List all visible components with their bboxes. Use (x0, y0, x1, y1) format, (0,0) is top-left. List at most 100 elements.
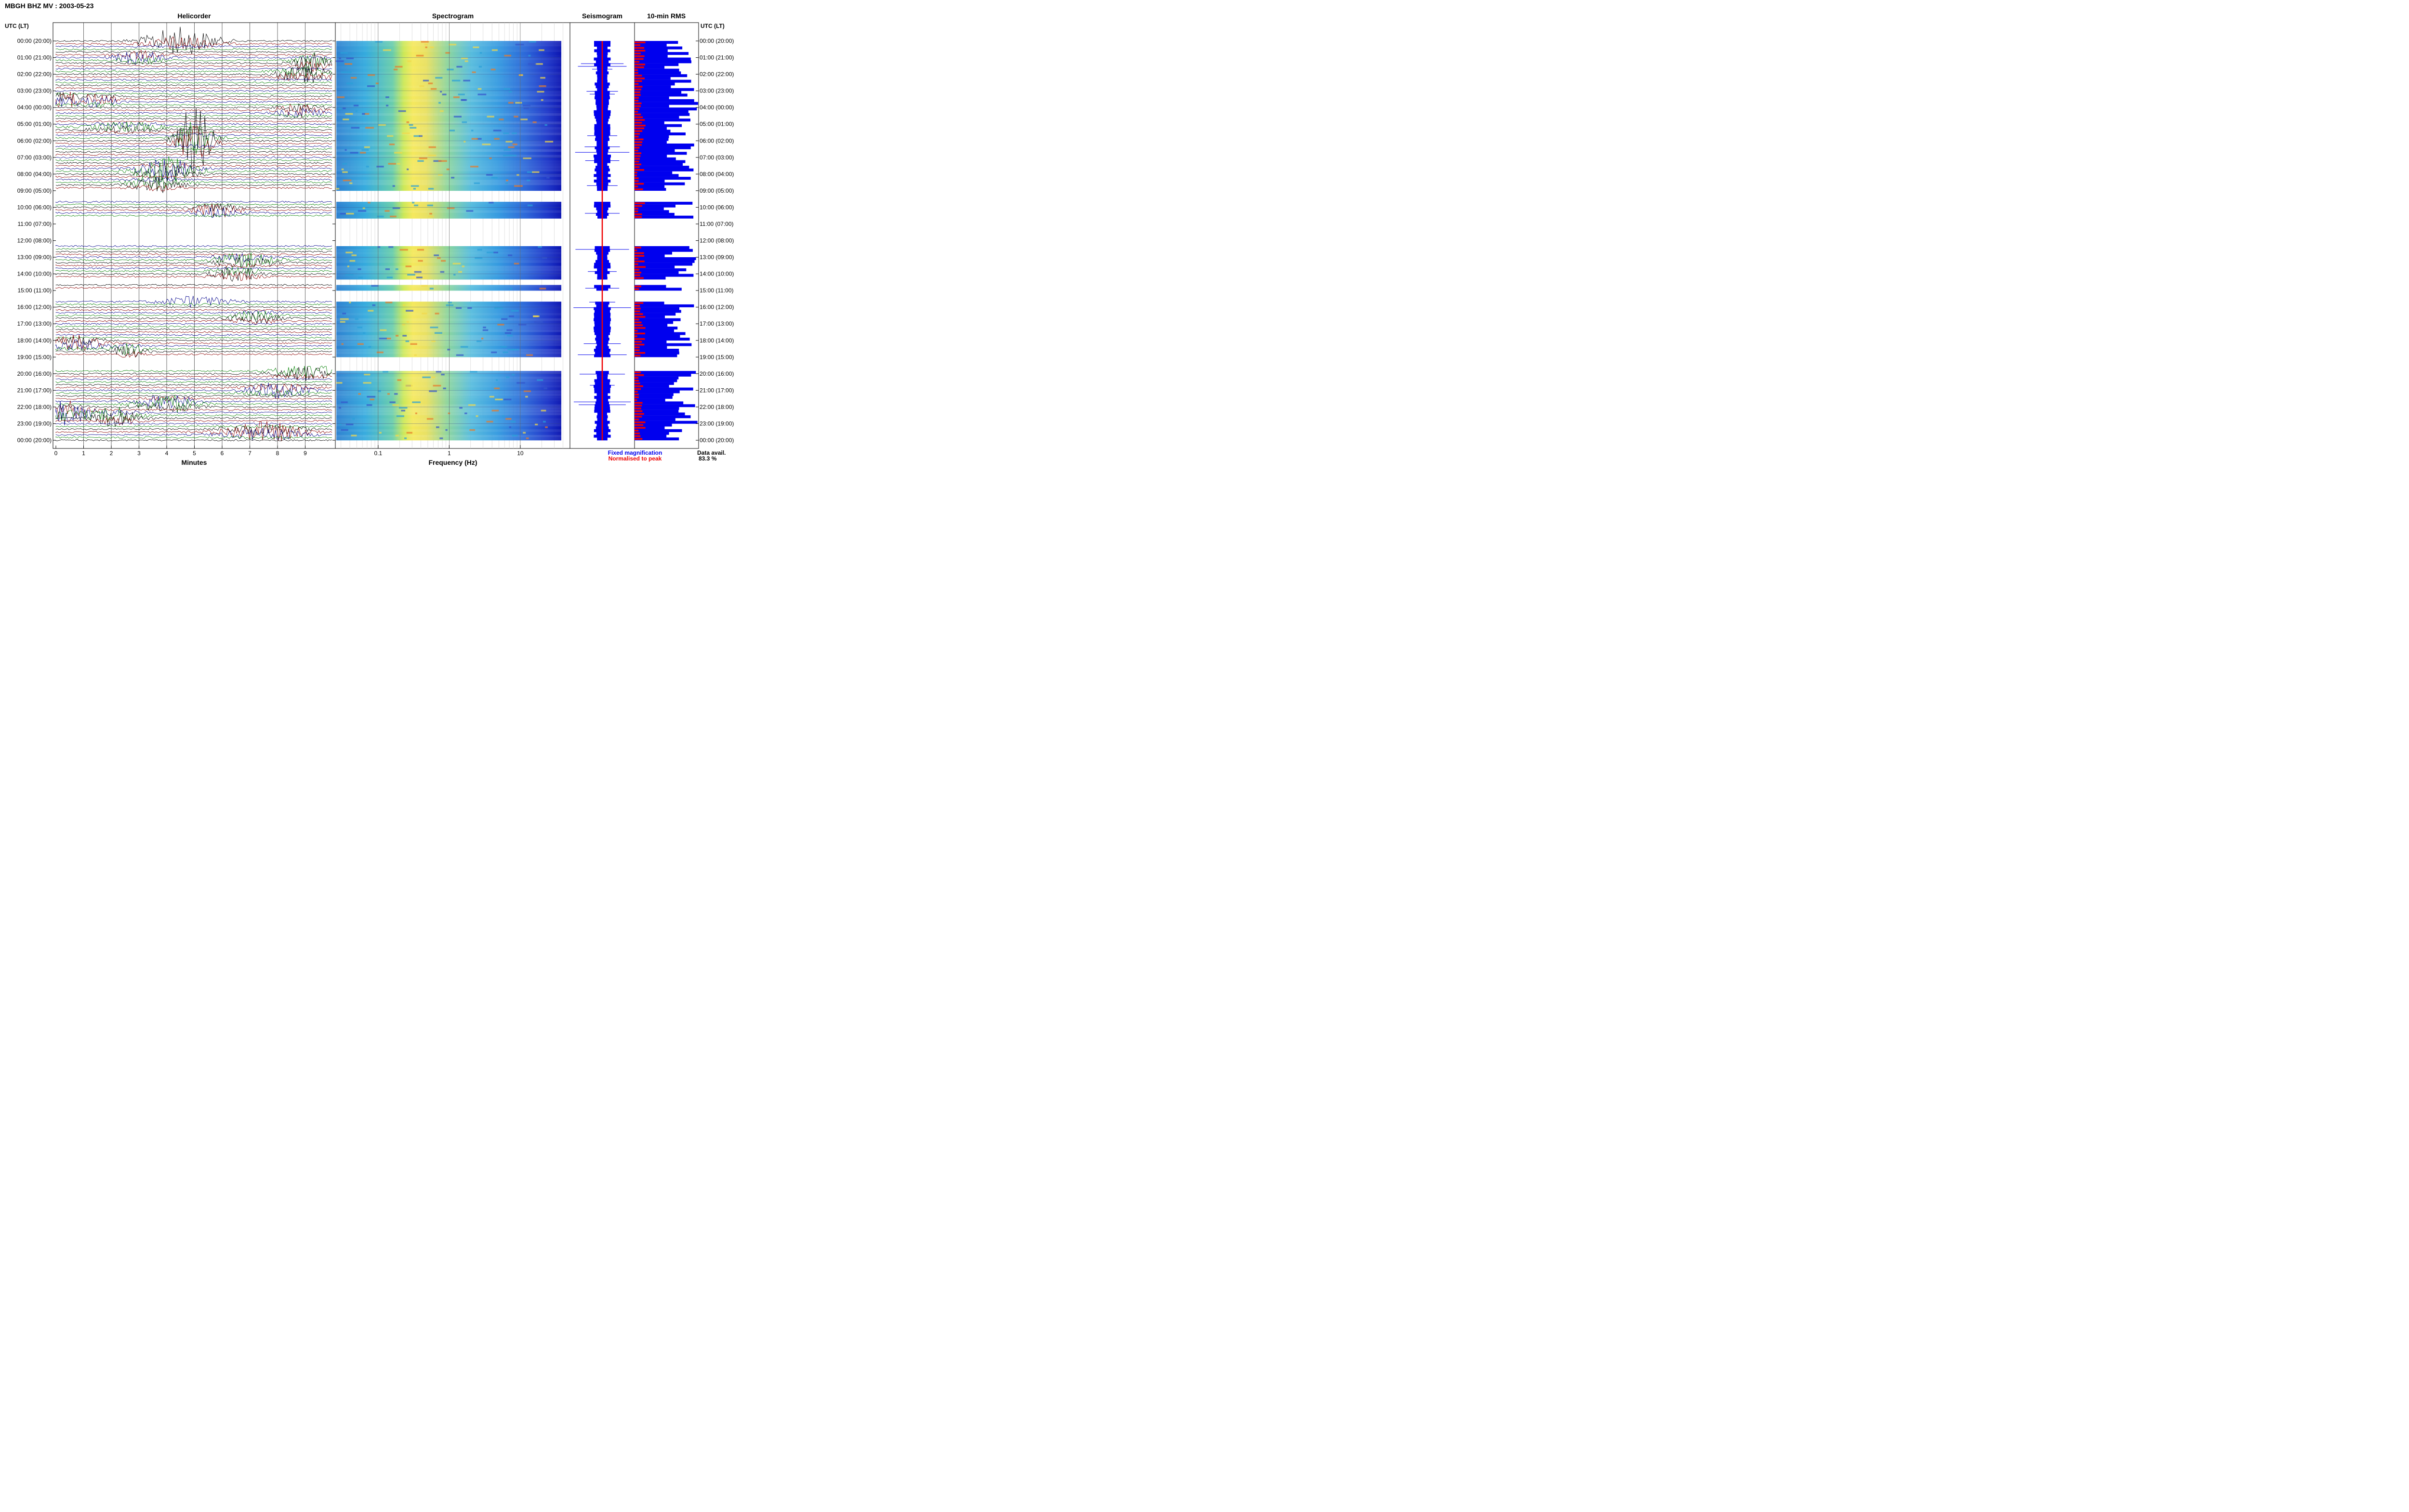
helicorder-title: Helicorder (177, 12, 211, 20)
rms-bar-normalised (635, 408, 641, 409)
spectrogram-row (336, 163, 561, 166)
spectrogram-streak (512, 349, 519, 351)
rms-bar-normalised (635, 180, 639, 182)
spectrogram-row (336, 384, 561, 388)
spectrogram-row (336, 260, 561, 263)
spectrogram-row (336, 91, 561, 94)
rms-bar-fixed (635, 99, 694, 102)
time-label-right: 09:00 (05:00) (700, 187, 734, 194)
spectrogram-streak (364, 146, 370, 148)
spectrogram-streak (336, 188, 340, 190)
spectrogram-streak (346, 57, 354, 59)
spectrogram-streak (512, 132, 517, 134)
spectrogram-streak (385, 302, 393, 303)
rms-bar-fixed (635, 398, 665, 402)
spectrogram-streak (349, 302, 351, 303)
spectrogram-streak (428, 215, 434, 218)
rms-bar-normalised (635, 102, 642, 105)
rms-bar-normalised (635, 382, 640, 384)
spectrogram-streak (523, 390, 531, 392)
helicorder-trace (55, 102, 332, 108)
rms-bar-fixed (635, 57, 691, 61)
rms-bar-fixed (635, 246, 689, 249)
spectrogram-streak (461, 57, 468, 59)
rms-bar-fixed (635, 338, 690, 341)
rms-bar-fixed (635, 155, 667, 158)
rms-bar-normalised (635, 105, 641, 107)
spectrogram-row (336, 185, 561, 188)
spectrogram-streak (410, 127, 417, 129)
spectrogram-streak (366, 166, 369, 168)
rms-bar-normalised (635, 385, 643, 387)
spectrogram-row (336, 60, 561, 64)
helicorder-trace (55, 331, 332, 333)
spectrogram-streak (472, 71, 476, 73)
spectrogram-streak (372, 304, 376, 306)
rms-bar-normalised (635, 124, 646, 127)
spectrogram-row (336, 135, 561, 138)
spectrogram-streak (386, 338, 391, 340)
rms-bar-fixed (635, 49, 668, 53)
time-label-left: 05:00 (01:00) (17, 121, 52, 128)
spectrogram-row (336, 121, 561, 125)
spectrogram-streak (508, 254, 513, 256)
spectrogram-streak (341, 168, 344, 171)
rms-bar-fixed (635, 82, 675, 86)
spectrogram-streak (453, 116, 462, 118)
rms-bar-normalised (635, 332, 645, 335)
spectrogram-streak (393, 68, 398, 71)
spectrogram-streak (395, 434, 399, 436)
helicorder-trace (55, 153, 332, 156)
spectrogram-streak (461, 99, 467, 101)
helicorder-trace (55, 90, 332, 92)
helicorder-trace (55, 118, 332, 120)
spectrogram-streak (543, 387, 547, 390)
spectrogram-streak (495, 398, 503, 401)
spectrogram-streak (489, 201, 494, 204)
rms-bar-fixed (635, 210, 669, 213)
helicorder-trace (55, 351, 332, 358)
helicorder-trace (55, 203, 332, 206)
spectrogram-row (336, 99, 561, 102)
rms-bar-normalised (635, 205, 642, 207)
rms-bar-fixed (635, 88, 694, 91)
helicorder-trace (55, 176, 332, 183)
helicorder-trace (55, 175, 332, 190)
spectrogram-streak (523, 105, 531, 106)
rms-bar-normalised (635, 335, 637, 337)
spectrogram-streak (523, 107, 529, 109)
rms-bar-normalised (635, 113, 641, 116)
rms-bar-fixed (635, 130, 671, 133)
x-axis-label-minutes: Minutes (182, 459, 207, 466)
helicorder-trace (55, 383, 332, 386)
rms-bar-fixed (635, 271, 679, 274)
rms-bar-normalised (635, 55, 645, 57)
helicorder-trace (55, 428, 332, 440)
spectrogram-streak (349, 260, 356, 262)
rms-bar-normalised (635, 307, 641, 310)
minute-tick-label: 3 (137, 450, 141, 457)
rms-bar-fixed (635, 138, 669, 141)
spectrogram-streak (392, 207, 400, 209)
spectrogram-streak (375, 82, 379, 84)
spectrogram-streak (433, 160, 442, 162)
rms-bar-fixed (635, 168, 694, 171)
spectrogram-streak (512, 373, 515, 376)
spectrogram-row (336, 107, 561, 111)
spectrogram-streak (398, 110, 406, 112)
spectrogram-streak (509, 288, 513, 289)
rms-bar-normalised (635, 421, 646, 423)
spectrogram-streak (471, 138, 478, 140)
spectrogram-row (336, 382, 561, 385)
rms-bar-normalised (635, 146, 640, 149)
spectrogram-row (336, 288, 561, 291)
rms-bar-normalised (635, 258, 638, 260)
spectrogram-streak (499, 118, 504, 120)
spectrogram-streak (341, 71, 344, 73)
rms-bar-fixed (635, 254, 665, 258)
spectrogram-row (336, 426, 561, 430)
spectrogram-streak (451, 177, 455, 179)
spectrogram-streak (406, 310, 413, 312)
rms-frame (634, 22, 699, 449)
rms-bar-normalised (635, 316, 646, 318)
